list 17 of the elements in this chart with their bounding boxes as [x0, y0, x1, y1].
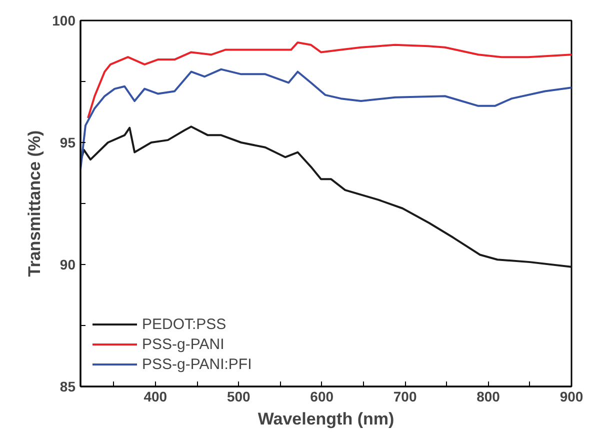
x-tick-label: 700: [393, 388, 417, 404]
x-axis-title: Wavelength (nm): [258, 410, 394, 428]
y-tick-label: 85: [60, 378, 76, 394]
line-series: [86, 41, 572, 120]
x-tick-label: 400: [144, 388, 168, 404]
legend-label: PEDOT:PSS: [142, 316, 226, 332]
line-series: [80, 126, 572, 268]
legend-label: PSS-g-PANI: [142, 336, 224, 352]
y-tick-label: 90: [60, 256, 76, 272]
x-tick-label: 600: [310, 388, 334, 404]
y-tick-label: 100: [52, 12, 76, 28]
x-tick-label: 900: [560, 388, 584, 404]
y-tick-label: 95: [60, 134, 76, 150]
y-axis-title: Transmittance (%): [25, 130, 44, 277]
x-tick-label: 500: [226, 388, 251, 404]
x-tick-label: 800: [476, 388, 500, 404]
legend-label: PSS-g-PANI:PFI: [142, 356, 252, 372]
